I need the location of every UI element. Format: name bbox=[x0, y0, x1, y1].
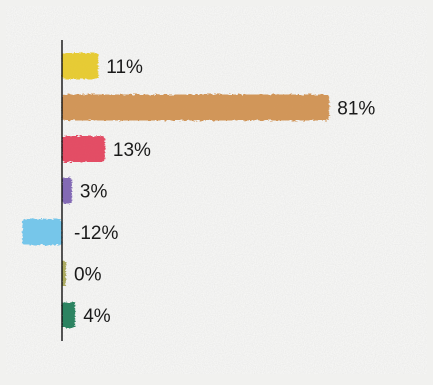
data-label-0: 11% bbox=[106, 57, 143, 78]
bar-4 bbox=[22, 219, 62, 245]
bars-group bbox=[22, 53, 330, 328]
bar-1 bbox=[62, 94, 330, 121]
bar-3 bbox=[62, 177, 72, 204]
data-label-2: 13% bbox=[113, 140, 151, 161]
bar-2 bbox=[62, 136, 105, 162]
data-label-3: 3% bbox=[80, 182, 108, 203]
data-label-4: -12% bbox=[74, 223, 118, 244]
data-label-5: 0% bbox=[74, 265, 102, 286]
data-label-6: 4% bbox=[83, 306, 111, 327]
bar-0 bbox=[62, 53, 99, 79]
bar-6 bbox=[62, 302, 76, 328]
bar-5 bbox=[62, 260, 66, 287]
data-label-1: 81% bbox=[337, 99, 375, 120]
data-labels-group: 11% 81% 13%3% -12% 0% 4% bbox=[74, 57, 375, 327]
